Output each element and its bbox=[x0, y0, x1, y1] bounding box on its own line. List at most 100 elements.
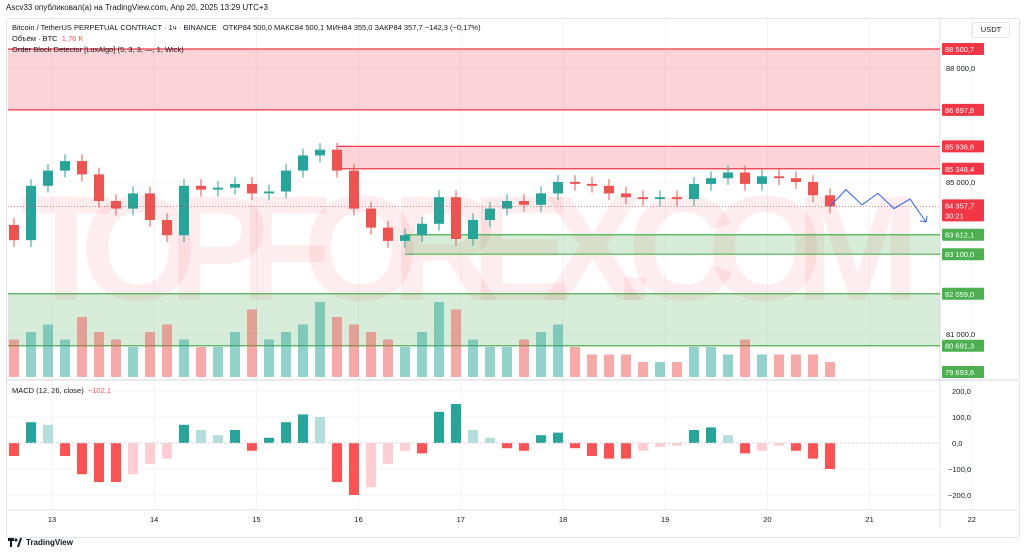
macd-histogram-bar bbox=[570, 443, 580, 448]
macd-histogram-bar bbox=[315, 417, 325, 443]
macd-histogram-bar bbox=[94, 443, 104, 482]
macd-histogram-bar bbox=[264, 438, 274, 443]
tradingview-logo-icon bbox=[8, 538, 22, 547]
order-block-price-label: 85 936,6 bbox=[945, 142, 974, 151]
macd-histogram-bar bbox=[111, 443, 121, 482]
time-axis-tick: 20 bbox=[763, 515, 771, 524]
candle-body bbox=[808, 182, 818, 195]
macd-histogram-bar bbox=[179, 425, 189, 443]
candle-body bbox=[757, 176, 767, 184]
candle-body bbox=[264, 192, 274, 194]
candle-body bbox=[349, 171, 359, 209]
volume-bar bbox=[672, 362, 682, 377]
time-axis-tick: 19 bbox=[661, 515, 669, 524]
volume-bar bbox=[417, 332, 427, 377]
candle-body bbox=[468, 220, 478, 239]
symbol-legend: Bitcoin / TetherUS PERPETUAL CONTRACT · … bbox=[12, 23, 481, 32]
footer-brand[interactable]: TradingView bbox=[26, 538, 73, 547]
candle-body bbox=[77, 161, 87, 174]
macd-histogram-bar bbox=[519, 443, 529, 451]
macd-histogram-bar bbox=[213, 435, 223, 443]
volume-bar bbox=[485, 347, 495, 377]
time-axis-tick: 18 bbox=[559, 515, 567, 524]
macd-histogram-bar bbox=[77, 443, 87, 474]
candle-body bbox=[689, 184, 699, 199]
macd-histogram-bar bbox=[621, 443, 631, 459]
order-block-price-label: 86 897,8 bbox=[945, 106, 974, 115]
volume-value: 1,76 K bbox=[62, 34, 84, 43]
candle-body bbox=[536, 193, 546, 204]
volume-label[interactable]: Объём · BTC bbox=[12, 34, 58, 43]
macd-histogram-bar bbox=[349, 443, 359, 495]
bear-order-block bbox=[8, 49, 940, 110]
volume-bar bbox=[757, 355, 767, 378]
chart-canvas[interactable]: TOPFOREX.COM88 500,786 897,885 936,685 3… bbox=[0, 0, 1024, 554]
volume-bar bbox=[230, 332, 240, 377]
volume-bar bbox=[519, 340, 529, 378]
candle-body bbox=[26, 186, 36, 240]
candle-body bbox=[366, 209, 376, 228]
macd-legend: MACD (12, 26, close) −102,1 bbox=[12, 386, 111, 395]
macd-histogram-bar bbox=[638, 443, 648, 451]
macd-label[interactable]: MACD (12, 26, close) bbox=[12, 386, 84, 395]
candle-body bbox=[706, 178, 716, 184]
currency-button[interactable]: USDT bbox=[972, 22, 1010, 38]
candle-body bbox=[485, 209, 495, 220]
candle-body bbox=[179, 186, 189, 235]
volume-bar bbox=[638, 362, 648, 377]
macd-histogram-bar bbox=[604, 443, 614, 459]
macd-histogram-bar bbox=[60, 443, 70, 456]
candle-body bbox=[213, 188, 223, 190]
macd-axis-tick: 0,0 bbox=[952, 439, 962, 448]
order-block-price-label: 83 612,1 bbox=[945, 231, 974, 240]
candle-body bbox=[298, 155, 308, 170]
volume-bar bbox=[502, 347, 512, 377]
order-block-price-label: 85 348,4 bbox=[945, 165, 974, 174]
volume-bar bbox=[451, 310, 461, 378]
macd-histogram-bar bbox=[723, 435, 733, 443]
macd-histogram-bar bbox=[468, 430, 478, 443]
candle-body bbox=[9, 225, 19, 240]
macd-histogram-bar bbox=[230, 430, 240, 443]
candle-body bbox=[434, 197, 444, 224]
volume-bar bbox=[366, 332, 376, 377]
candle-body bbox=[672, 197, 682, 199]
symbol-title[interactable]: Bitcoin / TetherUS PERPETUAL CONTRACT · … bbox=[12, 23, 217, 32]
candle-body bbox=[111, 201, 121, 209]
time-axis-tick: 16 bbox=[354, 515, 362, 524]
volume-bar bbox=[111, 340, 121, 378]
time-axis-tick: 22 bbox=[968, 515, 976, 524]
volume-bar bbox=[808, 355, 818, 378]
indicator-legend[interactable]: Order Block Detector [LuxAlgo] (5, 3, 3,… bbox=[12, 45, 184, 54]
macd-histogram-bar bbox=[655, 443, 665, 447]
price-axis-tick: 85 000,0 bbox=[946, 178, 975, 187]
time-axis-tick: 15 bbox=[252, 515, 260, 524]
candle-body bbox=[825, 195, 835, 206]
volume-bar bbox=[9, 340, 19, 378]
macd-value: −102,1 bbox=[88, 386, 111, 395]
volume-bar bbox=[468, 340, 478, 378]
macd-histogram-bar bbox=[740, 443, 750, 453]
volume-bar bbox=[264, 340, 274, 378]
footer: TradingView bbox=[8, 538, 73, 547]
macd-histogram-bar bbox=[536, 435, 546, 443]
volume-bar bbox=[26, 332, 36, 377]
candle-body bbox=[570, 182, 580, 184]
macd-histogram-bar bbox=[502, 443, 512, 448]
candle-body bbox=[638, 197, 648, 199]
macd-histogram-bar bbox=[434, 412, 444, 443]
volume-bar bbox=[128, 347, 138, 377]
macd-histogram-bar bbox=[332, 443, 342, 482]
order-block-price-label: 82 059,0 bbox=[945, 290, 974, 299]
time-axis-tick: 17 bbox=[457, 515, 465, 524]
macd-histogram-bar bbox=[43, 425, 53, 443]
candle-body bbox=[196, 186, 206, 190]
order-block-price-label: 80 691,3 bbox=[945, 342, 974, 351]
volume-bar bbox=[587, 355, 597, 378]
candle-body bbox=[553, 182, 563, 193]
candle-body bbox=[332, 150, 342, 171]
candle-body bbox=[315, 150, 325, 156]
volume-bar bbox=[689, 347, 699, 377]
macd-histogram-bar bbox=[26, 422, 36, 443]
volume-bar bbox=[553, 325, 563, 378]
